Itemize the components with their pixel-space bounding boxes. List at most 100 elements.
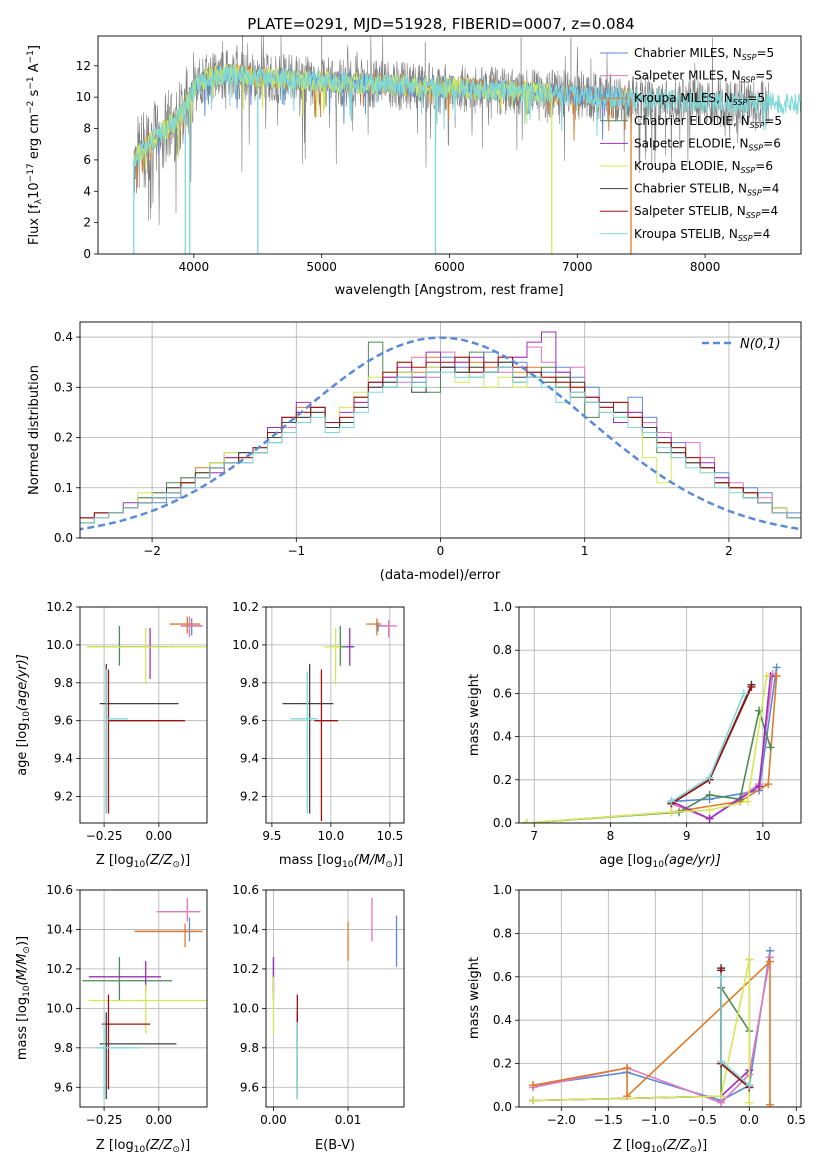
legend-series-name: Chabrier ELODIE (634, 114, 733, 128)
legend: N(0,1) (702, 337, 781, 352)
y-tick-label: 10.0 (232, 1001, 259, 1015)
legend-series-name: Chabrier STELIB (634, 182, 730, 196)
x-tick-label: 8000 (690, 260, 721, 274)
y-tick-label: 9.4 (54, 752, 73, 766)
y-tick-label: 10 (76, 90, 91, 104)
x-tick-label: 9 (683, 829, 691, 843)
legend-nssp-sub: SSP (738, 234, 753, 243)
y-axis-label-part: A (27, 63, 42, 76)
y-tick-label: 9.2 (240, 789, 259, 803)
model-line-kroupa-elodie (133, 63, 552, 170)
legend-equals: = (755, 69, 765, 83)
legend-label-salpeter-elodie: Salpeter ELODIE, NSSP=6 (634, 136, 781, 152)
y-tick-label: 0.4 (493, 1013, 512, 1027)
weight-line-kroupa-elodie (533, 959, 751, 1103)
legend-nssp-label: N (729, 227, 738, 241)
model-line-kroupa-stelib (133, 63, 801, 166)
y-tick-label: 0.2 (493, 773, 512, 787)
y-tick-label: 2 (83, 216, 91, 230)
chart-7-panel: 0.00 0.01 9.6 9.8 10.0 10.2 10.4 10.6 E(B-V) (232, 883, 405, 1153)
x-axis-label-part: )] (180, 1138, 190, 1153)
x-axis-label-part: 10 (651, 1145, 663, 1155)
legend-nssp-value: 6 (765, 159, 773, 173)
weight-marker-kroupa-miles (765, 1100, 774, 1107)
y-tick-label: 9.8 (240, 676, 259, 690)
legend-nssp-label: N (741, 114, 750, 128)
legend-equals: = (747, 91, 757, 105)
x-axis-label: (data-model)/error (380, 568, 501, 583)
weight-marker-salpeter-stelib (747, 682, 756, 691)
legend-nssp-value: 4 (771, 204, 779, 218)
y-tick-label: 0.6 (493, 970, 512, 984)
plot-area (522, 663, 781, 823)
legend-nssp-value: 5 (757, 91, 765, 105)
x-axis-label-part: (M/M (354, 853, 386, 868)
plot-background (80, 607, 207, 823)
y-tick-label: 0.0 (493, 816, 512, 830)
x-tick-label: −1 (287, 544, 305, 558)
y-tick-label: 0.1 (54, 481, 73, 495)
y-tick-label: 10.0 (232, 638, 259, 652)
y-axis-label: mass [log10(M/M⊙)] (15, 936, 32, 1060)
plot-area (82, 897, 207, 1100)
x-tick-label: 5000 (306, 260, 337, 274)
legend-series-name: Salpeter MILES (634, 69, 724, 83)
y-axis-label-part: −1 (26, 76, 36, 89)
legend-nssp-sub: SSP (741, 76, 756, 85)
y-tick-label: 10.0 (46, 638, 73, 652)
legend-nssp-label: N (738, 182, 747, 196)
legend-separator: , (721, 227, 729, 241)
x-axis-label-part: (Z/Z (145, 1138, 173, 1153)
x-tick-label: 0.00 (260, 1113, 287, 1127)
axes-frame (518, 606, 802, 824)
legend-separator: , (724, 69, 732, 83)
weight-marker-chabrier-elodie (705, 790, 714, 799)
legend-series-name: Kroupa STELIB (634, 227, 721, 241)
y-axis-label-part: (M/M (15, 954, 30, 986)
x-axis-label-part: 10 (134, 860, 146, 870)
y-axis-label: age [log10(age/yr)] (15, 654, 32, 776)
axes-frame (518, 889, 802, 1108)
legend-label-chabrier-elodie: Chabrier ELODIE, NSSP=5 (634, 114, 782, 130)
legend-separator: , (733, 114, 741, 128)
weight-marker-kroupa-elodie (705, 806, 714, 815)
x-axis-label-part: (Z/Z (662, 1138, 690, 1153)
y-tick-label: 0.4 (493, 730, 512, 744)
plot-area (529, 946, 774, 1107)
weight-marker-kroupa-stelib (705, 773, 714, 782)
legend-label-chabrier-miles: Chabrier MILES, NSSP=5 (634, 46, 774, 62)
y-tick-label: 0.2 (493, 1057, 512, 1071)
y-tick-label: 0.2 (54, 431, 73, 445)
legend-label-chabrier-stelib: Chabrier STELIB, NSSP=4 (634, 182, 779, 198)
plot-area (133, 36, 801, 254)
plot-background (80, 890, 207, 1107)
x-axis-label-part: 10 (652, 860, 664, 870)
x-axis-label-part: age [log (599, 853, 652, 868)
plot-background (519, 890, 801, 1107)
x-tick-label: 0.00 (145, 1113, 172, 1127)
x-tick-label: 0.00 (145, 829, 172, 843)
y-axis-label-part: ⊙ (22, 946, 32, 954)
y-tick-label: 1.0 (493, 600, 512, 614)
plot-background (266, 890, 404, 1107)
weight-marker-kroupa-elodie (743, 797, 752, 806)
chart-8-panel: −2.0 −1.5 −1.0 −0.5 0.0 0.5 0.0 0.2 0.4 0.6 0.8 1.0… (467, 883, 806, 1155)
weight-marker-kroupa-elodie (745, 955, 754, 964)
y-axis-label: Normed distribution (27, 365, 42, 495)
legend-separator: , (729, 204, 737, 218)
y-tick-label: 4 (83, 184, 91, 198)
legend-series-name: Kroupa ELODIE (634, 159, 724, 173)
x-axis-label-part: 10 (134, 1145, 146, 1155)
y-tick-label: 0.8 (493, 643, 512, 657)
weight-marker-kroupa-elodie (762, 672, 771, 681)
chart-3-panel: −0.25 0.009.29.49.69.810.010.2Z [log10(Z/… (15, 600, 208, 870)
legend-label-kroupa-elodie: Kroupa ELODIE, NSSP=6 (634, 159, 773, 175)
legend-nssp-value: 5 (765, 69, 773, 83)
x-tick-label: 10.5 (376, 829, 403, 843)
y-axis-label-part: 10 (22, 711, 32, 723)
spectrum-data-line (133, 36, 770, 226)
y-tick-label: 10.6 (46, 883, 73, 897)
y-axis-label-part: age [log (15, 723, 30, 776)
histogram-kroupa-stelib (80, 366, 801, 524)
